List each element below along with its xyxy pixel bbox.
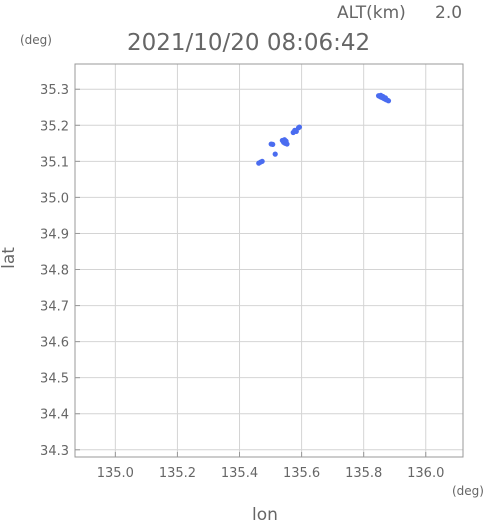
y-tick-label: 35.0	[40, 191, 69, 206]
x-axis: 135.0 135.2 135.4 135.6 135.8 136.0	[97, 452, 444, 481]
y-tick-label: 34.9	[40, 227, 69, 242]
y-tick-label: 35.3	[40, 83, 69, 98]
plot-frame	[74, 63, 464, 458]
y-tick-label: 34.4	[40, 408, 69, 423]
x-tick-label: 135.8	[345, 466, 382, 481]
x-tick-label: 135.0	[97, 466, 134, 481]
data-point	[270, 141, 276, 148]
altitude-value: 2.0	[435, 3, 462, 23]
y-tick-label: 34.8	[40, 264, 69, 279]
x-tick-label: 135.6	[283, 466, 320, 481]
data-point	[259, 158, 265, 164]
data-point	[281, 137, 288, 143]
y-tick-label: 34.5	[40, 372, 69, 387]
altitude-label: ALT(km)	[337, 3, 406, 23]
chart-title: 2021/10/20 08:06:42	[127, 30, 370, 56]
y-tick-label: 34.7	[40, 300, 69, 315]
x-tick-label: 135.4	[221, 466, 258, 481]
y-tick-label: 34.6	[40, 336, 69, 351]
x-axis-unit: (deg)	[452, 484, 484, 498]
y-axis: 34.3 34.4 34.5 34.6 34.7 34.8 34.9 35.0 35.1 35.2…	[40, 83, 80, 459]
y-tick-label: 34.3	[40, 444, 69, 459]
data-point	[296, 124, 303, 130]
y-tick-label: 35.2	[40, 119, 69, 134]
data-points	[256, 92, 392, 166]
x-tick-label: 135.2	[159, 466, 196, 481]
y-axis-unit: (deg)	[20, 33, 52, 47]
data-point	[272, 151, 278, 157]
x-axis-label: lon	[252, 505, 278, 521]
grid-lines	[75, 64, 463, 457]
x-tick-label: 136.0	[407, 466, 444, 481]
y-tick-label: 35.1	[40, 155, 69, 170]
data-point	[284, 141, 290, 147]
y-axis-label: lat	[0, 247, 19, 269]
data-point	[382, 95, 388, 101]
